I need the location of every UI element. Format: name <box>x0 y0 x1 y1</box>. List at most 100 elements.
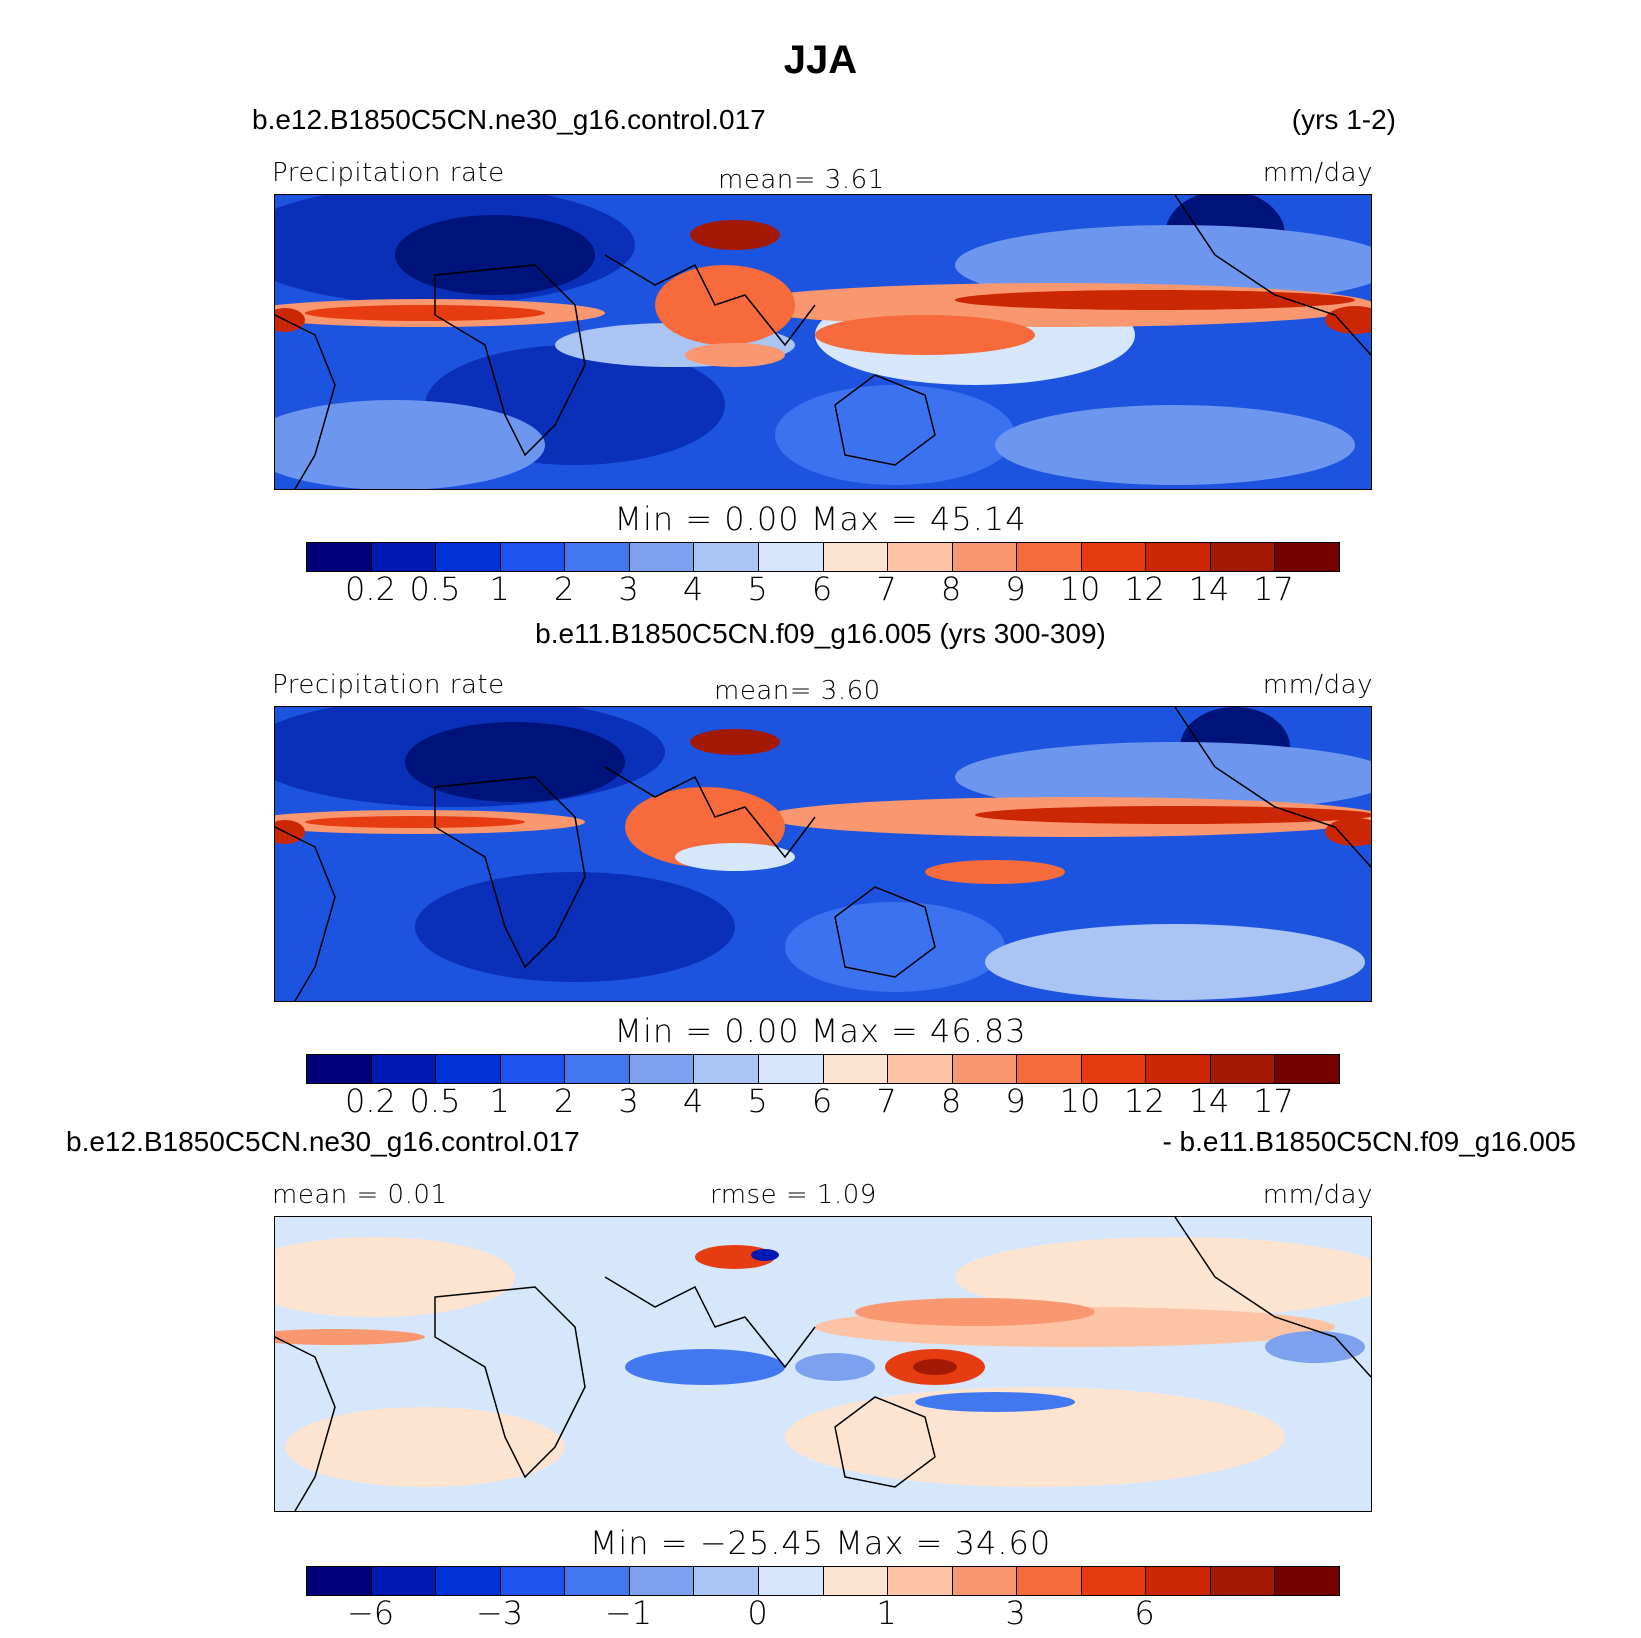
colorbar-tick-label: −6 <box>346 1594 395 1632</box>
colorbar-swatch <box>758 1567 824 1595</box>
colorbar-tick-label: 8 <box>940 570 962 608</box>
colorbar-tick-label: 0.5 <box>409 570 461 608</box>
colorbar-tick-label: 7 <box>876 570 897 608</box>
colorbar-tick-label: 0.2 <box>345 570 396 608</box>
colorbar-swatch <box>307 1055 372 1083</box>
colorbar-swatch <box>888 1567 953 1595</box>
panel1-variable-label: Precipitation rate <box>272 158 505 188</box>
colorbar-swatch <box>371 543 437 571</box>
panel2-map-svg <box>275 707 1371 1001</box>
panel3-mean-label: mean = 0.01 <box>272 1180 448 1210</box>
colorbar-swatch <box>694 1567 759 1595</box>
panel1-case-label: b.e12.B1850C5CN.ne30_g16.control.017 <box>252 104 766 135</box>
colorbar-tick-label: 3 <box>618 570 639 608</box>
colorbar-tick-label: 2 <box>553 570 575 608</box>
colorbar-tick-label: 4 <box>682 570 704 608</box>
colorbar-swatch <box>500 1567 566 1595</box>
colorbar-tick-label: 2 <box>553 1082 575 1120</box>
panel2-precip-map <box>274 706 1372 1002</box>
colorbar-swatch <box>1017 1055 1082 1083</box>
panel2-case-label: b.e11.B1850C5CN.f09_g16.005 (yrs 300-309… <box>535 618 1106 649</box>
colorbar-tick-label: 9 <box>1005 1082 1026 1120</box>
colorbar-swatch <box>307 543 372 571</box>
colorbar-swatch <box>500 543 566 571</box>
panel3-map-svg <box>275 1217 1371 1511</box>
panel1-minmax-label: Min = 0.00 Max = 45.14 <box>614 500 1027 538</box>
panel1-map-svg <box>275 195 1371 489</box>
colorbar-swatch <box>952 1055 1018 1083</box>
colorbar-swatch <box>436 543 501 571</box>
colorbar-tick-label: 6 <box>811 1082 833 1120</box>
colorbar-swatch <box>1275 1567 1339 1595</box>
panel1-colorbar-ticks: 0.2 0.5 1 2 3 4 5 6 7 8 9 10 12 14 17 <box>306 568 1338 608</box>
colorbar-swatch <box>888 1055 953 1083</box>
panel1-precip-map <box>274 194 1372 490</box>
colorbar-tick-label: 8 <box>940 1082 962 1120</box>
colorbar-swatch <box>436 1567 501 1595</box>
colorbar-swatch <box>500 1055 566 1083</box>
colorbar-swatch <box>823 1055 889 1083</box>
colorbar-swatch <box>629 1055 695 1083</box>
panel3-units-label: mm/day <box>1262 1180 1373 1210</box>
colorbar-swatch <box>823 543 889 571</box>
colorbar-tick-label: 14 <box>1188 1082 1230 1120</box>
colorbar-tick-label: 7 <box>876 1082 897 1120</box>
panel3-rmse-label: rmse = 1.09 <box>710 1180 877 1210</box>
colorbar-tick-label: 17 <box>1253 1082 1294 1120</box>
colorbar-tick-label: 5 <box>747 570 768 608</box>
colorbar-swatch <box>1081 1055 1147 1083</box>
colorbar-swatch <box>436 1055 501 1083</box>
colorbar-swatch <box>371 1567 437 1595</box>
panel2-colorbar-ticks: 0.2 0.5 1 2 3 4 5 6 7 8 9 10 12 14 17 <box>306 1080 1338 1120</box>
colorbar-swatch <box>629 543 695 571</box>
colorbar-swatch <box>1146 1055 1211 1083</box>
colorbar-swatch <box>1275 543 1339 571</box>
panel1-mean-label: mean= 3.61 <box>718 165 885 195</box>
colorbar-tick-label: 0 <box>747 1594 768 1632</box>
colorbar-tick-label: −1 <box>604 1594 653 1632</box>
colorbar-tick-label: 10 <box>1059 1082 1101 1120</box>
colorbar-swatch <box>758 1055 824 1083</box>
panel3-case-label: b.e12.B1850C5CN.ne30_g16.control.017 <box>66 1126 580 1157</box>
panel3-case-label-right: - b.e11.B1850C5CN.f09_g16.005 <box>1162 1126 1576 1157</box>
colorbar-swatch <box>307 1567 372 1595</box>
colorbar-tick-label: 4 <box>682 1082 704 1120</box>
panel3-diff-map <box>274 1216 1372 1512</box>
colorbar-tick-label: 1 <box>489 570 510 608</box>
colorbar-tick-label: 6 <box>811 570 833 608</box>
colorbar-swatch <box>758 543 824 571</box>
panel1-units-label: mm/day <box>1262 158 1373 188</box>
colorbar-tick-label: 10 <box>1059 570 1101 608</box>
colorbar-tick-label: 1 <box>489 1082 510 1120</box>
colorbar-swatch <box>952 1567 1018 1595</box>
colorbar-swatch <box>694 1055 759 1083</box>
colorbar-swatch <box>1275 1055 1339 1083</box>
colorbar-swatch <box>1017 1567 1082 1595</box>
colorbar-swatch <box>1210 1055 1276 1083</box>
colorbar-swatch <box>1210 1567 1276 1595</box>
panel2-colorbar <box>306 1054 1340 1084</box>
panel2-units-label: mm/day <box>1262 670 1373 700</box>
colorbar-swatch <box>1146 1567 1211 1595</box>
colorbar-swatch <box>1081 543 1147 571</box>
colorbar-tick-label: 5 <box>747 1082 768 1120</box>
figure-title: JJA <box>783 38 858 82</box>
colorbar-tick-label: 0.5 <box>409 1082 461 1120</box>
panel2-variable-label: Precipitation rate <box>272 670 505 700</box>
colorbar-swatch <box>1210 543 1276 571</box>
colorbar-tick-label: 9 <box>1005 570 1026 608</box>
colorbar-tick-label: 17 <box>1253 570 1294 608</box>
colorbar-swatch <box>888 543 953 571</box>
colorbar-tick-label: 12 <box>1124 1082 1165 1120</box>
colorbar-tick-label: 12 <box>1124 570 1165 608</box>
colorbar-tick-label: 6 <box>1134 1594 1155 1632</box>
colorbar-swatch <box>952 543 1018 571</box>
colorbar-swatch <box>565 543 630 571</box>
panel1-colorbar <box>306 542 1340 572</box>
colorbar-tick-label: −3 <box>475 1594 524 1632</box>
colorbar-swatch <box>371 1055 437 1083</box>
colorbar-tick-label: 3 <box>1005 1594 1026 1632</box>
panel3-minmax-label: Min = −25.45 Max = 34.60 <box>589 1524 1052 1562</box>
panel3-colorbar-ticks: −6 −3 −1 0 1 3 6 <box>306 1592 1338 1632</box>
panel2-mean-label: mean= 3.60 <box>714 676 881 706</box>
